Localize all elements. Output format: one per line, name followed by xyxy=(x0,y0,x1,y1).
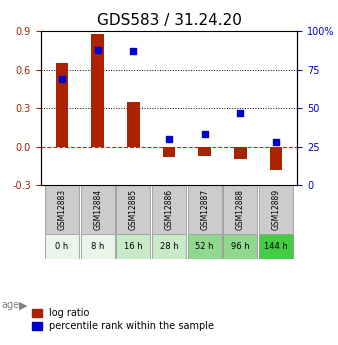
Point xyxy=(202,131,208,137)
FancyBboxPatch shape xyxy=(188,234,222,259)
Text: age: age xyxy=(2,300,20,310)
FancyBboxPatch shape xyxy=(259,185,293,234)
Bar xyxy=(91,33,104,147)
FancyBboxPatch shape xyxy=(223,234,258,259)
Text: GSM12884: GSM12884 xyxy=(93,189,102,230)
Text: GSM12885: GSM12885 xyxy=(129,189,138,230)
Bar xyxy=(198,147,211,156)
Bar xyxy=(163,147,175,157)
FancyBboxPatch shape xyxy=(80,234,115,259)
FancyBboxPatch shape xyxy=(188,185,222,234)
Text: 28 h: 28 h xyxy=(160,242,178,251)
Legend: log ratio, percentile rank within the sample: log ratio, percentile rank within the sa… xyxy=(32,308,214,332)
FancyBboxPatch shape xyxy=(152,185,186,234)
Text: 0 h: 0 h xyxy=(55,242,69,251)
Text: ▶: ▶ xyxy=(19,300,27,310)
Text: 52 h: 52 h xyxy=(195,242,214,251)
Text: GSM12886: GSM12886 xyxy=(165,189,173,230)
FancyBboxPatch shape xyxy=(80,185,115,234)
Bar xyxy=(270,147,282,170)
FancyBboxPatch shape xyxy=(45,234,79,259)
FancyBboxPatch shape xyxy=(259,234,293,259)
Point xyxy=(238,110,243,116)
FancyBboxPatch shape xyxy=(152,234,186,259)
Bar xyxy=(127,102,140,147)
Point xyxy=(130,48,136,54)
Point xyxy=(273,139,279,145)
Text: GSM12889: GSM12889 xyxy=(271,189,281,230)
FancyBboxPatch shape xyxy=(116,185,150,234)
Point xyxy=(59,76,65,81)
Text: 96 h: 96 h xyxy=(231,242,250,251)
Point xyxy=(95,47,100,52)
Text: GSM12883: GSM12883 xyxy=(57,189,67,230)
Text: GSM12888: GSM12888 xyxy=(236,189,245,230)
Text: 8 h: 8 h xyxy=(91,242,104,251)
Title: GDS583 / 31.24.20: GDS583 / 31.24.20 xyxy=(97,13,241,29)
Bar xyxy=(56,63,68,147)
FancyBboxPatch shape xyxy=(223,185,258,234)
Text: 144 h: 144 h xyxy=(264,242,288,251)
Text: 16 h: 16 h xyxy=(124,242,143,251)
Bar xyxy=(234,147,247,159)
Text: GSM12887: GSM12887 xyxy=(200,189,209,230)
FancyBboxPatch shape xyxy=(116,234,150,259)
Point xyxy=(166,136,172,142)
FancyBboxPatch shape xyxy=(45,185,79,234)
